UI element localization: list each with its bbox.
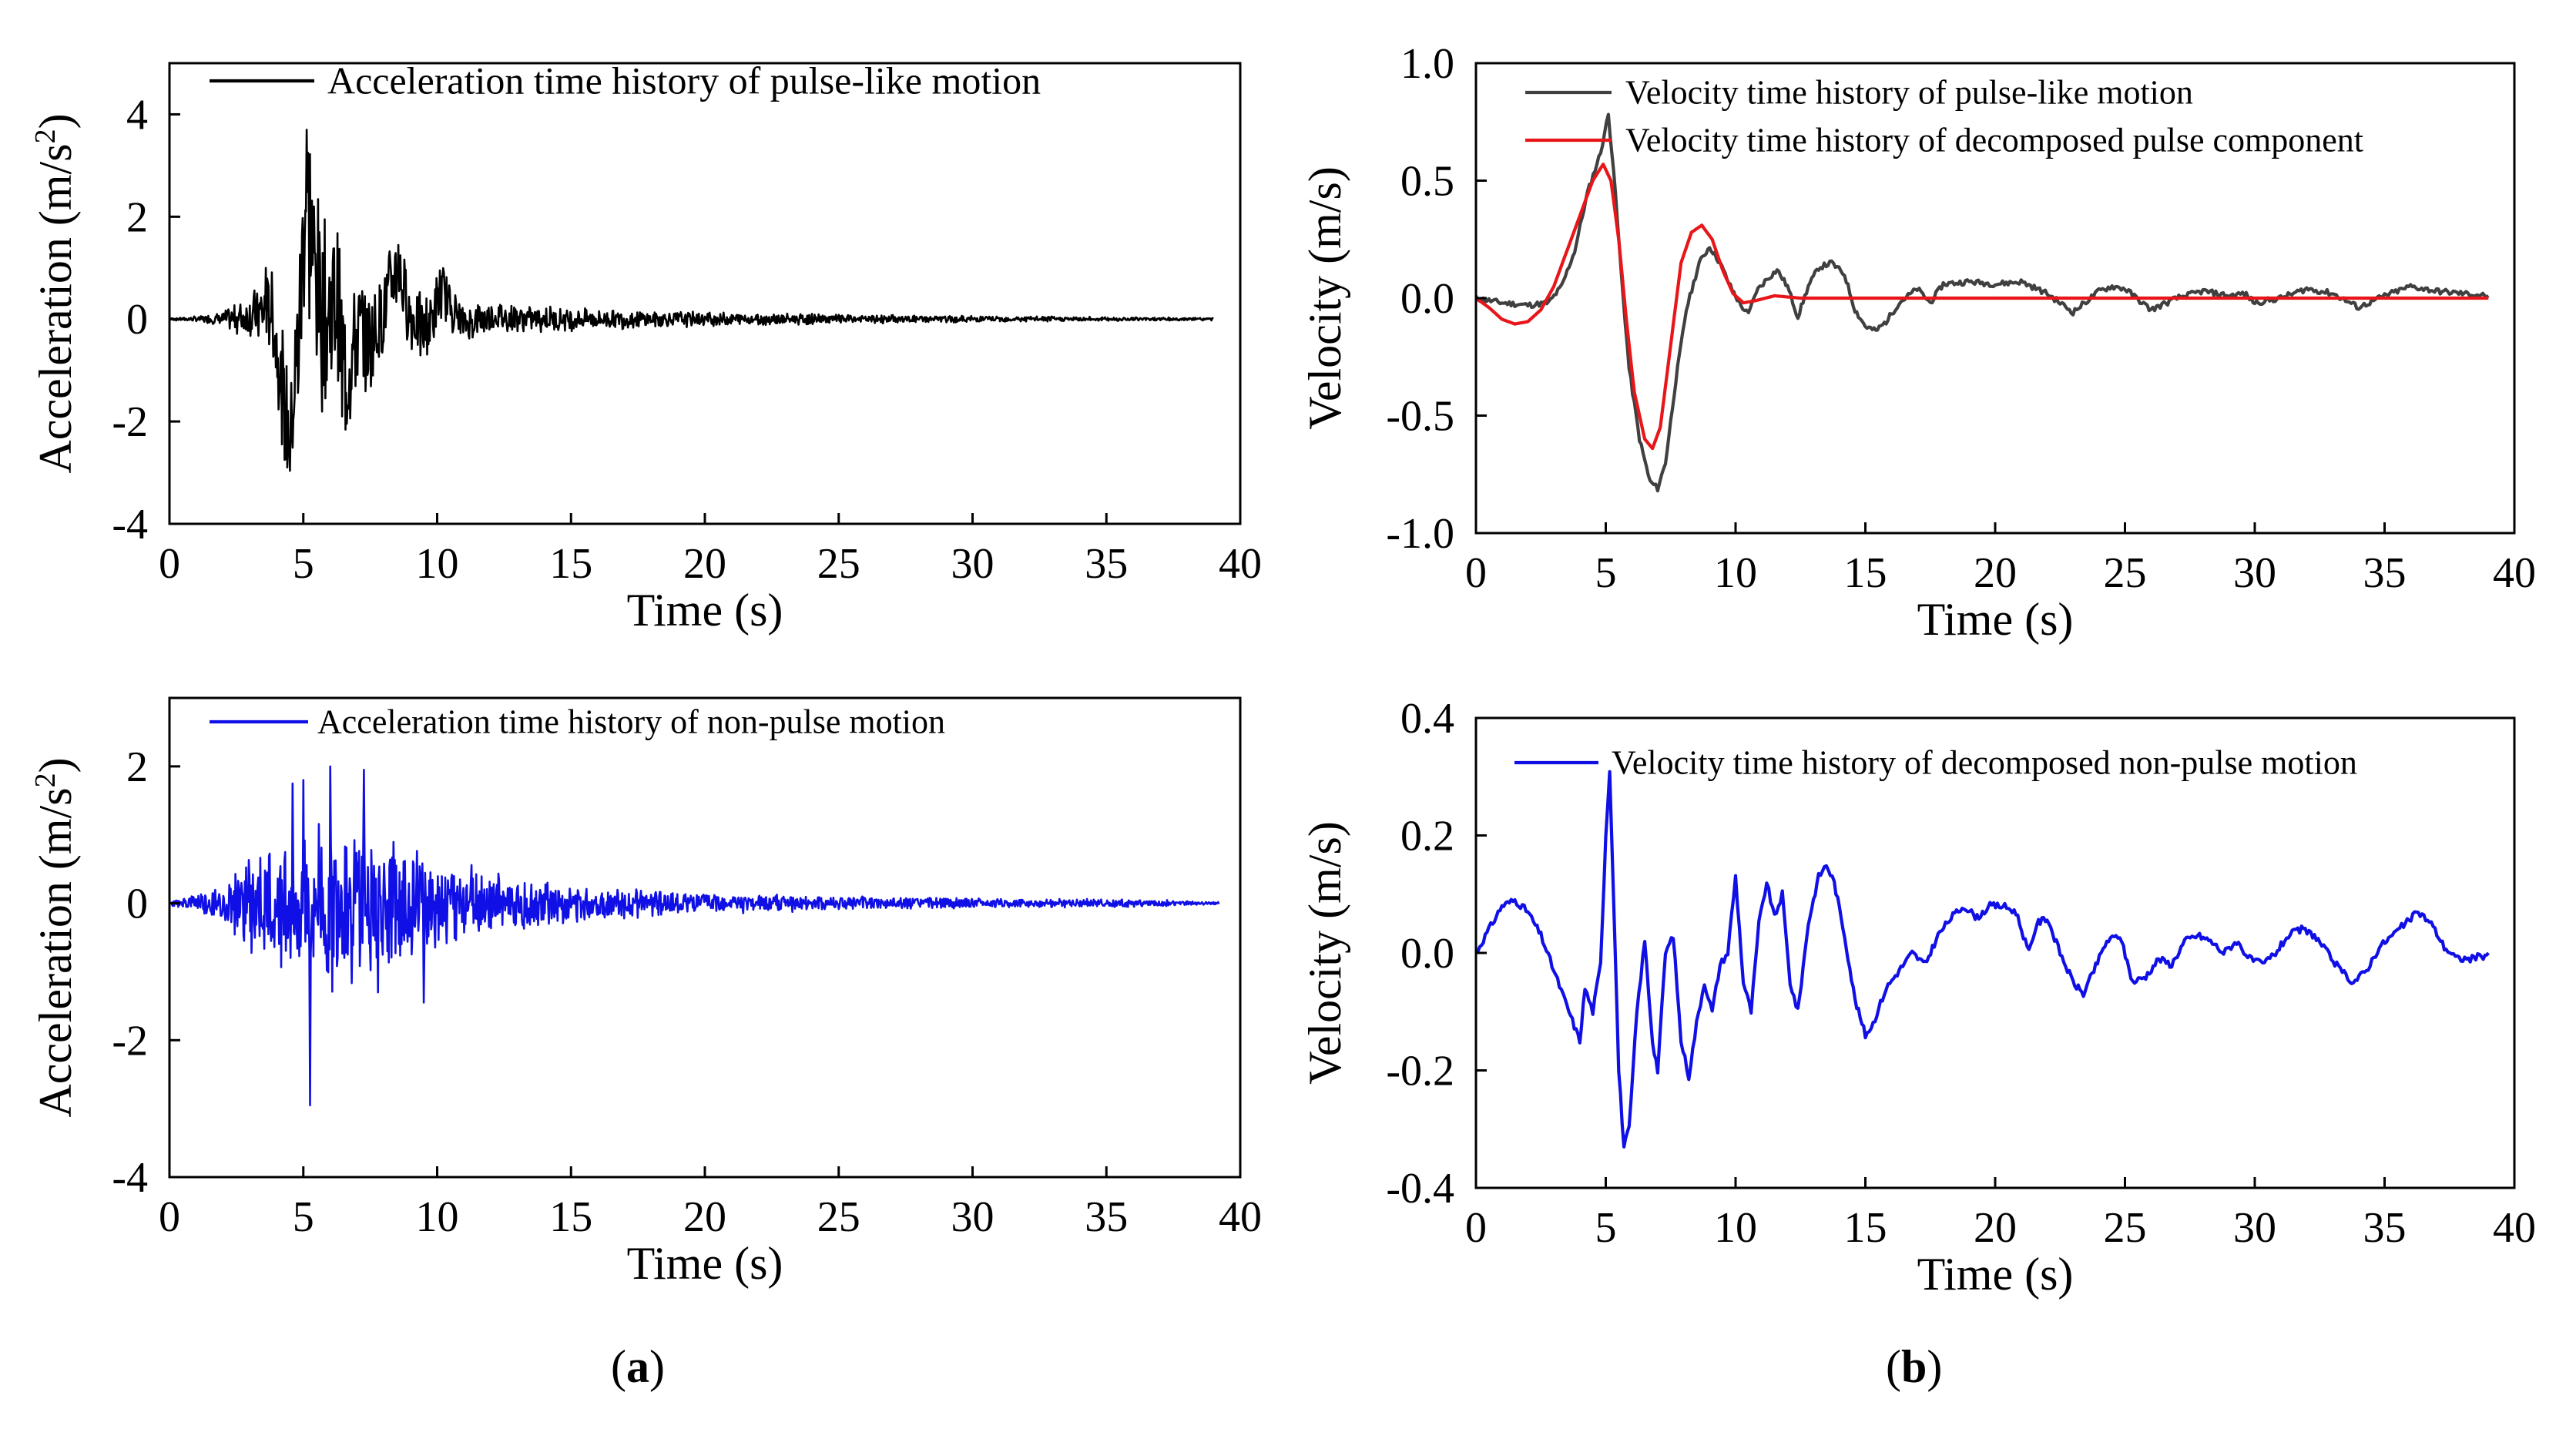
x-tick-label: 10 bbox=[1714, 1204, 1757, 1252]
series-line-0 bbox=[169, 129, 1214, 472]
x-tick-label: 5 bbox=[293, 1193, 314, 1241]
chart-nonpulse-velocity: 0 5 10 15 20 25 30 35 40 -0.4 -0.2 0.0 0.2 0.4 Time (s… bbox=[1300, 695, 2536, 1300]
series-line-0 bbox=[169, 765, 1220, 1106]
x-axis-label: Time (s) bbox=[1917, 594, 2074, 645]
x-tick-label: 40 bbox=[2493, 549, 2536, 597]
x-tick-label: 20 bbox=[1974, 549, 2017, 597]
y-tick-label: -0.5 bbox=[1386, 393, 1454, 441]
x-tick-label: 10 bbox=[416, 1193, 459, 1241]
x-tick-label: 30 bbox=[951, 1193, 995, 1241]
y-tick-label: 0 bbox=[126, 296, 148, 344]
x-tick-label: 40 bbox=[1219, 1193, 1262, 1241]
panel-label-b: (b) bbox=[1886, 1341, 1943, 1392]
y-tick-label: 0.4 bbox=[1400, 695, 1454, 743]
x-tick-label: 30 bbox=[2233, 549, 2276, 597]
x-tick-label: 20 bbox=[1974, 1204, 2017, 1252]
x-tick-label: 10 bbox=[1714, 549, 1757, 597]
x-tick-label: 15 bbox=[1844, 549, 1887, 597]
y-tick-label: 0.2 bbox=[1400, 813, 1454, 860]
x-tick-label: 5 bbox=[1595, 549, 1617, 597]
chart-pulse-acceleration: 0 5 10 15 20 25 30 35 40 -4 -2 0 2 4 Time (s) Accelerat… bbox=[29, 59, 1262, 636]
x-axis-label: Time (s) bbox=[627, 585, 783, 636]
y-tick-label: 4 bbox=[126, 91, 148, 139]
y-tick-label: 0.5 bbox=[1400, 158, 1454, 206]
legend-label: Acceleration time history of non-pulse m… bbox=[317, 703, 945, 741]
legend-label: Acceleration time history of pulse-like … bbox=[327, 59, 1041, 102]
x-tick-label: 20 bbox=[683, 1193, 726, 1241]
y-tick-label: -0.4 bbox=[1386, 1165, 1454, 1213]
legend-label: Velocity time history of pulse-like moti… bbox=[1625, 74, 2193, 112]
x-tick-label: 40 bbox=[2493, 1204, 2536, 1252]
x-tick-label: 30 bbox=[951, 540, 995, 588]
y-tick-label: 2 bbox=[126, 193, 148, 241]
y-tick-label: -2 bbox=[112, 398, 148, 446]
x-tick-label: 5 bbox=[1595, 1204, 1617, 1252]
y-tick-label: 0.0 bbox=[1400, 930, 1454, 978]
x-tick-label: 25 bbox=[2104, 549, 2147, 597]
x-tick-label: 5 bbox=[293, 540, 314, 588]
y-tick-label: 0 bbox=[126, 881, 148, 928]
x-tick-label: 0 bbox=[1465, 549, 1487, 597]
series-line-0 bbox=[1476, 112, 2490, 493]
chart-pulse-velocity: 0 5 10 15 20 25 30 35 40 -1.0 -0.5 0.0 0.5 1.0 Time (s… bbox=[1300, 40, 2536, 645]
y-tick-label: -2 bbox=[112, 1017, 148, 1065]
y-tick-label: -1.0 bbox=[1386, 510, 1454, 558]
x-tick-label: 0 bbox=[1465, 1204, 1487, 1252]
x-tick-label: 0 bbox=[159, 1193, 180, 1241]
y-tick-label: -4 bbox=[112, 1154, 148, 1202]
y-tick-label: 1.0 bbox=[1400, 40, 1454, 88]
plot-frame bbox=[1474, 716, 2516, 1189]
x-tick-label: 0 bbox=[159, 540, 180, 588]
y-axis-label: Acceleration (m/s2) bbox=[29, 113, 81, 473]
x-tick-label: 35 bbox=[1085, 540, 1128, 588]
x-tick-label: 35 bbox=[2363, 549, 2407, 597]
x-tick-label: 35 bbox=[1085, 1193, 1128, 1241]
y-tick-label: -4 bbox=[112, 501, 148, 548]
x-tick-label: 15 bbox=[549, 1193, 592, 1241]
x-tick-label: 15 bbox=[549, 540, 592, 588]
x-axis-label: Time (s) bbox=[1917, 1249, 2074, 1300]
series-line-0 bbox=[1476, 770, 2490, 1149]
y-axis-label: Acceleration (m/s2) bbox=[29, 757, 81, 1117]
x-tick-label: 20 bbox=[683, 540, 726, 588]
series-line-1 bbox=[1476, 163, 2489, 451]
y-tick-label: 2 bbox=[126, 743, 148, 791]
x-axis-label: Time (s) bbox=[627, 1238, 783, 1289]
y-axis-label: Velocity (m/s) bbox=[1300, 821, 1350, 1085]
chart-nonpulse-acceleration: 0 5 10 15 20 25 30 35 40 -4 -2 0 2 Time (s) Accelerati… bbox=[29, 696, 1262, 1289]
x-tick-label: 25 bbox=[817, 1193, 860, 1241]
panel-label-a: (a) bbox=[611, 1341, 665, 1392]
y-axis-label: Velocity (m/s) bbox=[1300, 166, 1350, 430]
x-tick-label: 15 bbox=[1844, 1204, 1887, 1252]
x-tick-label: 10 bbox=[416, 540, 459, 588]
legend-label: Velocity time history of decomposed puls… bbox=[1625, 122, 2363, 159]
x-tick-label: 30 bbox=[2233, 1204, 2276, 1252]
legend-label: Velocity time history of decomposed non-… bbox=[1612, 744, 2357, 782]
y-tick-label: 0.0 bbox=[1400, 275, 1454, 323]
x-tick-label: 40 bbox=[1219, 540, 1262, 588]
x-tick-label: 25 bbox=[817, 540, 860, 588]
x-tick-label: 25 bbox=[2104, 1204, 2147, 1252]
x-tick-label: 35 bbox=[2363, 1204, 2407, 1252]
y-tick-label: -0.2 bbox=[1386, 1048, 1454, 1095]
